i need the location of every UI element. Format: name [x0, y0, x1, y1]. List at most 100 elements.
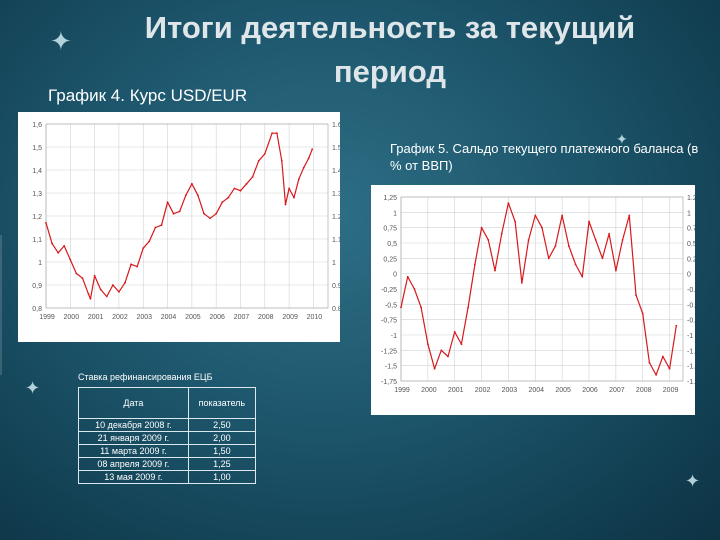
x-tick-label: 2006 [582, 387, 598, 394]
x-tick-label: 2007 [234, 314, 250, 321]
data-point [209, 217, 211, 220]
data-point [93, 274, 96, 277]
table-row: 11 марта 2009 г. 1,50 [78, 444, 257, 458]
data-point [307, 157, 310, 160]
data-point [527, 239, 530, 241]
x-tick-label: 2010 [307, 314, 323, 321]
data-point [413, 288, 416, 290]
data-point [284, 203, 287, 206]
x-tick-label: 2002 [112, 314, 128, 321]
cell-date: 08 апреля 2009 г. [78, 457, 189, 471]
y-tick-label-left: 0,75 [383, 226, 397, 233]
data-point [233, 187, 236, 190]
data-point [453, 331, 456, 333]
data-point [45, 222, 47, 224]
data-point [239, 189, 242, 192]
data-point [190, 182, 193, 185]
data-point [293, 196, 295, 199]
data-point [420, 306, 423, 309]
y-tick-label-right: 0.25 [687, 256, 695, 263]
data-point [142, 247, 145, 250]
x-tick-label: 2006 [209, 314, 225, 321]
data-point [487, 239, 490, 241]
data-point [148, 240, 151, 243]
x-tick-label: 2005 [555, 387, 571, 394]
data-point [81, 277, 84, 279]
y-tick-label-right: 0 [687, 272, 691, 279]
data-point [648, 361, 651, 364]
x-tick-label: 2003 [502, 387, 518, 394]
data-point [203, 212, 205, 215]
data-point [588, 220, 590, 223]
data-point [118, 291, 120, 293]
data-point [581, 275, 584, 278]
y-tick-label-right: 1.2 [332, 214, 340, 221]
data-point [130, 263, 132, 266]
data-point [594, 239, 597, 241]
data-point [514, 220, 517, 223]
data-point [608, 232, 611, 235]
data-point [51, 242, 53, 245]
y-tick-label-left: 0 [393, 272, 397, 279]
data-point [245, 182, 248, 185]
y-tick-label-right: 1.6 [332, 122, 340, 129]
y-tick-label-left: 1 [393, 210, 397, 217]
data-point [271, 132, 273, 135]
data-point [500, 232, 503, 235]
data-point [621, 239, 624, 241]
data-point [172, 212, 175, 215]
data-point [655, 373, 658, 376]
x-tick-label: 2009 [282, 314, 298, 321]
data-point [288, 187, 291, 190]
current-account-chart: 1,25 1.25 1 1 0,75 0.75 0,5 0.5 0,25 0.25 0 0 -0,25 -… [371, 185, 703, 415]
data-point [302, 166, 305, 169]
data-point [574, 263, 577, 266]
data-point [251, 176, 254, 178]
data-point [433, 367, 436, 370]
data-point [547, 257, 550, 260]
data-point [69, 258, 72, 261]
cell-value: 2,50 [187, 418, 257, 432]
table-row: 10 декабря 2008 г. 2,50 [78, 418, 257, 432]
decorative-line [0, 235, 14, 375]
y-tick-label-right: -1.75 [687, 379, 695, 386]
data-point [75, 272, 78, 275]
ecb-rate-table: Дата показатель 10 декабря 2008 г. 2,50 … [78, 387, 257, 484]
data-point [311, 148, 314, 151]
y-tick-label-right: 0.5 [687, 241, 695, 248]
usd-eur-chart: 1,6 1.6 1,5 1.5 1,4 1.4 1,3 1.3 1,2 1.2 1,1 1.1 1 1 0,… [18, 112, 342, 342]
data-point [400, 306, 402, 309]
data-point [178, 210, 181, 213]
data-point [257, 159, 260, 162]
chart2-caption: График 5. Сальдо текущего платежного бал… [390, 141, 699, 173]
x-tick-label: 1999 [394, 387, 410, 394]
header-value: показатель [187, 387, 257, 419]
x-tick-label: 2007 [609, 387, 625, 394]
data-point [227, 196, 230, 199]
data-point [641, 312, 644, 315]
data-point [614, 269, 617, 272]
table-row: 08 апреля 2009 г. 1,25 [78, 457, 257, 471]
cell-value: 2,00 [187, 431, 257, 445]
data-point [567, 245, 570, 247]
cell-date: 11 марта 2009 г. [78, 444, 189, 458]
series-line [400, 202, 677, 376]
y-tick-label-left: -0,75 [381, 318, 397, 325]
y-tick-label-left: 1 [38, 260, 42, 267]
data-point [426, 343, 429, 346]
data-point [166, 201, 169, 204]
y-tick-label-left: -1,25 [381, 348, 397, 355]
y-tick-label-right: -0.5 [687, 302, 695, 309]
y-tick-label-left: 1,2 [32, 214, 42, 221]
x-tick-label: 2009 [663, 387, 679, 394]
data-point [99, 288, 102, 291]
y-tick-label-right: 1.25 [687, 195, 695, 202]
data-point [661, 355, 664, 358]
x-tick-label: 2001 [88, 314, 104, 321]
data-point [635, 294, 637, 297]
cell-value: 1,00 [187, 470, 257, 484]
x-tick-label: 2002 [475, 387, 491, 394]
y-tick-label-left: 1,4 [32, 168, 42, 175]
data-point [541, 226, 543, 229]
table-title: Ставка рефинансирования ЕЦБ [78, 372, 213, 382]
